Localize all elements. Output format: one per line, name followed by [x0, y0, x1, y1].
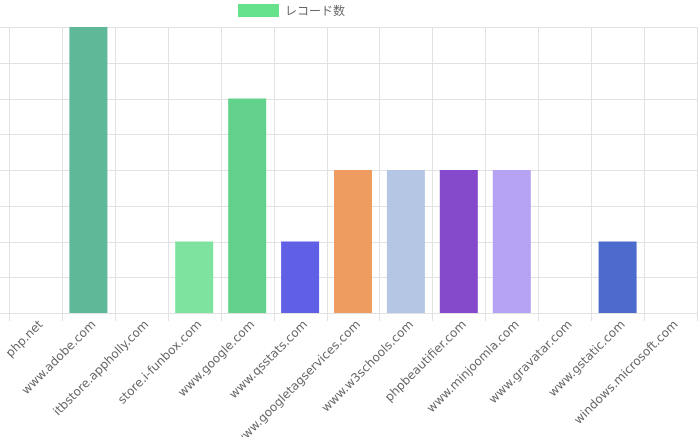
x-tick-label: www.w3schools.com: [319, 317, 416, 414]
x-tick-label: www.minjoomla.com: [424, 317, 522, 415]
bar-11[interactable]: [598, 241, 637, 314]
legend-swatch: [238, 4, 279, 17]
chart-bars: [69, 27, 637, 314]
bar-8[interactable]: [439, 170, 478, 313]
x-axis-labels: php.netwww.adobe.comitbstore.appholly.co…: [3, 317, 681, 437]
bar-3[interactable]: [175, 241, 214, 314]
bar-4[interactable]: [228, 98, 267, 314]
legend-label: レコード数: [285, 3, 345, 18]
x-tick-label: itbstore.appholly.com: [50, 317, 151, 418]
bar-9[interactable]: [492, 170, 531, 313]
x-tick-label: windows.microsoft.com: [571, 317, 681, 427]
chart-grid: [0, 27, 698, 321]
x-tick-label: php.net: [3, 317, 46, 360]
chart-legend[interactable]: レコード数: [238, 3, 345, 18]
bar-7[interactable]: [386, 170, 425, 313]
bar-6[interactable]: [334, 170, 372, 313]
bar-5[interactable]: [281, 241, 320, 314]
bar-1[interactable]: [69, 27, 108, 313]
